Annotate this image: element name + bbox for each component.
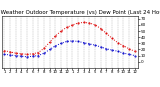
- Title: Milwaukee Weather Outdoor Temperature (vs) Dew Point (Last 24 Hours): Milwaukee Weather Outdoor Temperature (v…: [0, 10, 160, 15]
